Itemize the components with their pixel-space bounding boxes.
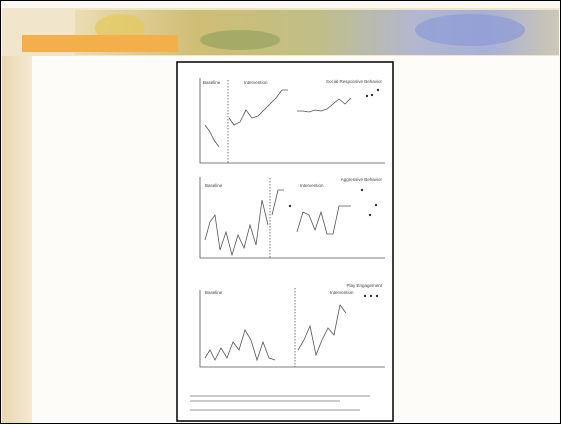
series-line	[271, 189, 284, 216]
phase-label: Intervention	[244, 80, 268, 85]
series-line	[296, 205, 351, 235]
phase-label: Intervention	[330, 290, 354, 295]
axes	[199, 290, 385, 368]
series-line	[204, 199, 269, 257]
series-line	[204, 329, 276, 362]
panel-title: Play Engagement	[346, 283, 382, 288]
parchment-strip	[2, 8, 32, 424]
series-line	[297, 304, 347, 357]
panel-title: Social Responsive Behavior	[326, 79, 383, 84]
markers	[288, 88, 380, 298]
caption	[190, 395, 370, 411]
phase-label: Baseline	[205, 290, 223, 295]
series-line	[228, 89, 288, 126]
flower	[415, 14, 525, 46]
axes	[199, 78, 385, 164]
accent-bar	[22, 35, 178, 52]
figure-page	[176, 61, 394, 422]
leaves	[200, 30, 280, 50]
panel-title: Aggressive Behavior	[341, 177, 383, 182]
scanned-figure: Social Responsive Behavior Baseline Inte…	[176, 61, 394, 422]
series-line	[297, 97, 352, 113]
phase-label: Baseline	[203, 80, 221, 85]
phase-label: Baseline	[205, 183, 223, 188]
phase-label: Intervention	[300, 183, 324, 188]
axes	[199, 177, 385, 259]
series-line	[204, 124, 220, 148]
